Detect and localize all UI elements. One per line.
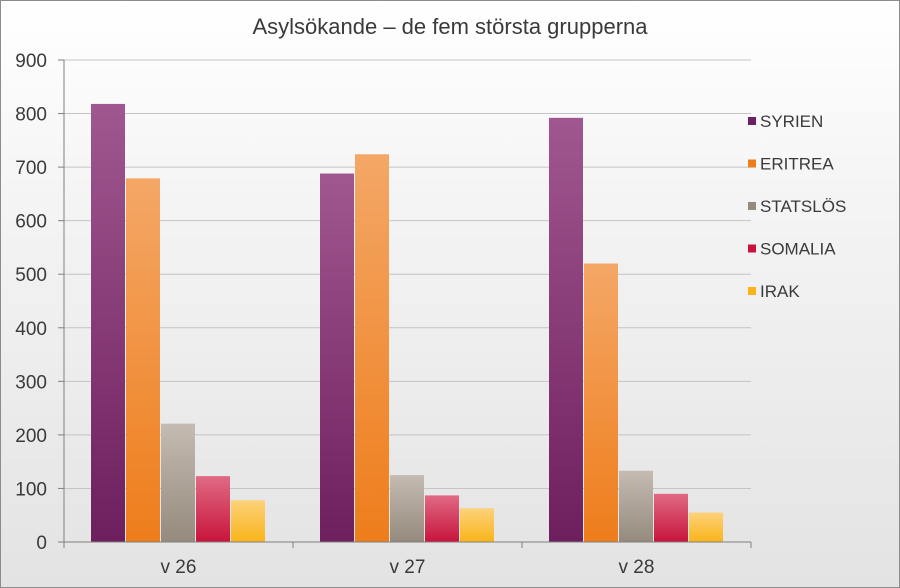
bar-somalia-3: [654, 493, 688, 542]
bar-statslös-2: [390, 475, 424, 542]
legend-swatch-statslös: [748, 202, 756, 210]
bar-somalia-1: [196, 476, 230, 542]
bar-statslös-3: [619, 470, 653, 542]
axes: 0 100 200 300 400 500 600 700 800 900 v 26 v 27 v 28: [15, 51, 752, 578]
legend-label: IRAK: [760, 282, 800, 301]
y-tick-label: 100: [15, 479, 47, 500]
y-tick-label: 300: [15, 372, 47, 393]
bar-syrien-2: [320, 173, 354, 542]
y-tick-label: 200: [15, 426, 47, 447]
bar-syrien-1: [91, 103, 125, 542]
bar-eritrea-2: [355, 154, 389, 542]
legend-swatch-eritrea: [748, 159, 756, 168]
y-tick-label: 500: [15, 265, 47, 286]
legend: SYRIEN ERITREA STATSLÖS SOMALIA IRAK: [748, 112, 846, 301]
legend-label: SYRIEN: [760, 112, 823, 131]
y-tick-label: 800: [15, 105, 47, 126]
y-tick-label: 700: [15, 158, 47, 179]
y-tick-label: 400: [15, 319, 47, 340]
bar-syrien-3: [549, 117, 583, 542]
legend-swatch-irak: [748, 287, 756, 295]
bar-statslös-1: [161, 423, 195, 542]
bar-eritrea-3: [584, 263, 618, 542]
bar-eritrea-1: [126, 178, 160, 542]
bar-irak-1: [231, 500, 265, 542]
legend-label: STATSLÖS: [760, 197, 846, 216]
y-tick-label: 600: [15, 212, 47, 233]
x-tick-label: v 26: [161, 557, 197, 578]
y-tick-label: 0: [36, 533, 47, 554]
x-tick-label: v 27: [390, 557, 426, 578]
legend-label: ERITREA: [760, 155, 834, 174]
x-tick-label: v 28: [619, 557, 655, 578]
bar-irak-3: [689, 512, 723, 542]
bars: [91, 103, 723, 542]
legend-swatch-syrien: [748, 117, 756, 125]
chart-title: Asylsökande – de fem största grupperna: [252, 14, 648, 39]
legend-swatch-somalia: [748, 244, 756, 253]
y-tick-label: 900: [15, 51, 47, 72]
legend-label: SOMALIA: [760, 240, 836, 259]
bar-irak-2: [460, 508, 494, 542]
bar-somalia-2: [425, 495, 459, 542]
